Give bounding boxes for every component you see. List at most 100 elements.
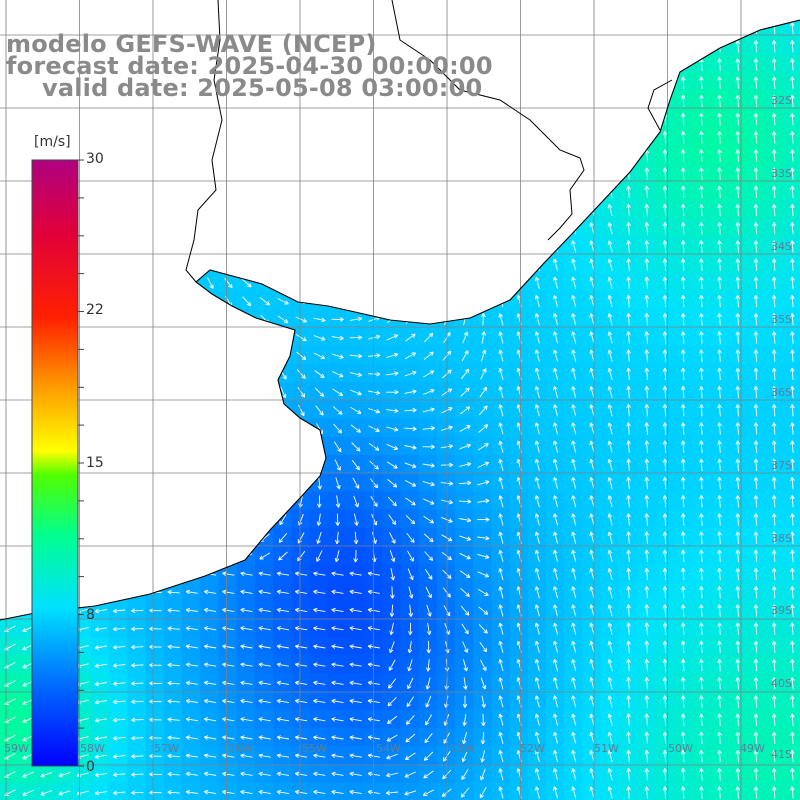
wind-cell <box>746 327 765 347</box>
wind-arrow <box>204 753 217 759</box>
wind-arrow <box>626 677 631 690</box>
wind-arrow <box>717 786 722 799</box>
wind-cell <box>746 72 765 92</box>
wind-cell <box>673 163 692 183</box>
wind-cell <box>218 709 237 729</box>
wind-arrow <box>626 313 631 326</box>
wind-cell <box>764 673 783 692</box>
wind-cell <box>455 345 474 365</box>
wind-cell <box>473 327 492 347</box>
wind-cell <box>491 418 510 438</box>
wind-arrow <box>626 294 631 308</box>
wind-cell <box>218 782 237 800</box>
wind-arrow <box>534 331 540 344</box>
wind-arrow <box>498 713 504 726</box>
wind-arrow <box>717 349 722 362</box>
wind-cell <box>546 564 565 583</box>
wind-cell <box>728 291 747 310</box>
wind-arrow <box>459 443 471 450</box>
wind-arrow <box>553 440 559 453</box>
wind-cell <box>691 637 711 656</box>
wind-arrow <box>349 662 362 668</box>
wind-cell <box>728 309 747 328</box>
wind-arrow <box>477 517 490 522</box>
wind-cell <box>709 728 729 747</box>
wind-cell <box>764 491 783 510</box>
wind-arrow <box>333 441 342 453</box>
wind-cell <box>764 273 783 292</box>
wind-cell <box>728 364 747 383</box>
wind-arrow <box>477 461 490 468</box>
wind-cell <box>436 345 456 365</box>
wind-cell <box>709 200 729 219</box>
wind-cell <box>618 254 638 274</box>
wind-arrow <box>167 790 180 795</box>
wind-cell <box>436 728 456 747</box>
wind-arrow <box>607 495 613 508</box>
wind-cell <box>637 236 656 256</box>
wind-cell <box>691 709 711 729</box>
wind-arrow <box>790 222 795 235</box>
wind-arrow <box>498 586 504 599</box>
wind-arrow <box>589 622 595 635</box>
wind-arrow <box>295 662 308 668</box>
wind-arrow <box>644 786 650 799</box>
wind-arrow <box>790 495 795 508</box>
wind-cell <box>182 782 201 800</box>
wind-arrow <box>423 515 434 524</box>
wind-arrow <box>735 149 741 162</box>
wind-arrow <box>185 626 198 631</box>
wind-arrow <box>571 295 577 308</box>
wind-arrow <box>405 715 415 725</box>
wind-arrow <box>680 258 686 271</box>
wind-arrow <box>167 753 180 759</box>
wind-cell <box>746 509 765 529</box>
wind-arrow <box>699 731 704 745</box>
wind-arrow <box>167 680 180 686</box>
wind-cell <box>491 618 510 638</box>
wind-arrow <box>771 404 777 417</box>
wind-arrow <box>404 462 417 469</box>
wind-cell <box>709 527 729 547</box>
wind-cell <box>291 527 310 547</box>
wind-arrow <box>553 276 559 289</box>
wind-cell <box>236 564 256 583</box>
wind-arrow <box>753 476 759 490</box>
wind-cell <box>746 364 765 383</box>
wind-cell <box>728 91 747 110</box>
wind-arrow <box>644 367 650 381</box>
wind-arrow <box>349 607 362 613</box>
wind-arrow <box>131 644 144 650</box>
wind-cell <box>655 145 674 165</box>
wind-arrow <box>149 644 162 650</box>
wind-arrow <box>735 458 741 472</box>
wind-arrow <box>424 733 433 744</box>
wind-cell <box>473 491 492 510</box>
lon-label-53w: 53W <box>450 742 475 755</box>
wind-arrow <box>149 608 162 613</box>
wind-cell <box>509 709 529 729</box>
wind-arrow <box>753 203 759 217</box>
wind-arrow <box>607 549 613 562</box>
wind-arrow <box>680 222 686 235</box>
wind-arrow <box>644 167 650 180</box>
wind-cell <box>673 145 692 165</box>
wind-cell <box>473 382 492 401</box>
wind-cell <box>527 691 547 711</box>
wind-cell <box>182 582 201 601</box>
wind-arrow <box>534 622 540 635</box>
wind-arrow <box>353 495 359 508</box>
wind-arrow <box>771 349 777 362</box>
wind-arrow <box>388 514 397 525</box>
wind-arrow <box>553 786 559 799</box>
wind-cell <box>0 637 19 656</box>
wind-arrow <box>314 370 325 378</box>
wind-cell <box>582 764 601 783</box>
lat-label-34s: 34S <box>771 240 792 253</box>
wind-arrow <box>753 549 759 563</box>
wind-arrow <box>644 185 650 199</box>
wind-arrow <box>553 477 559 490</box>
wind-arrow <box>735 276 741 290</box>
wind-arrow <box>680 476 686 490</box>
